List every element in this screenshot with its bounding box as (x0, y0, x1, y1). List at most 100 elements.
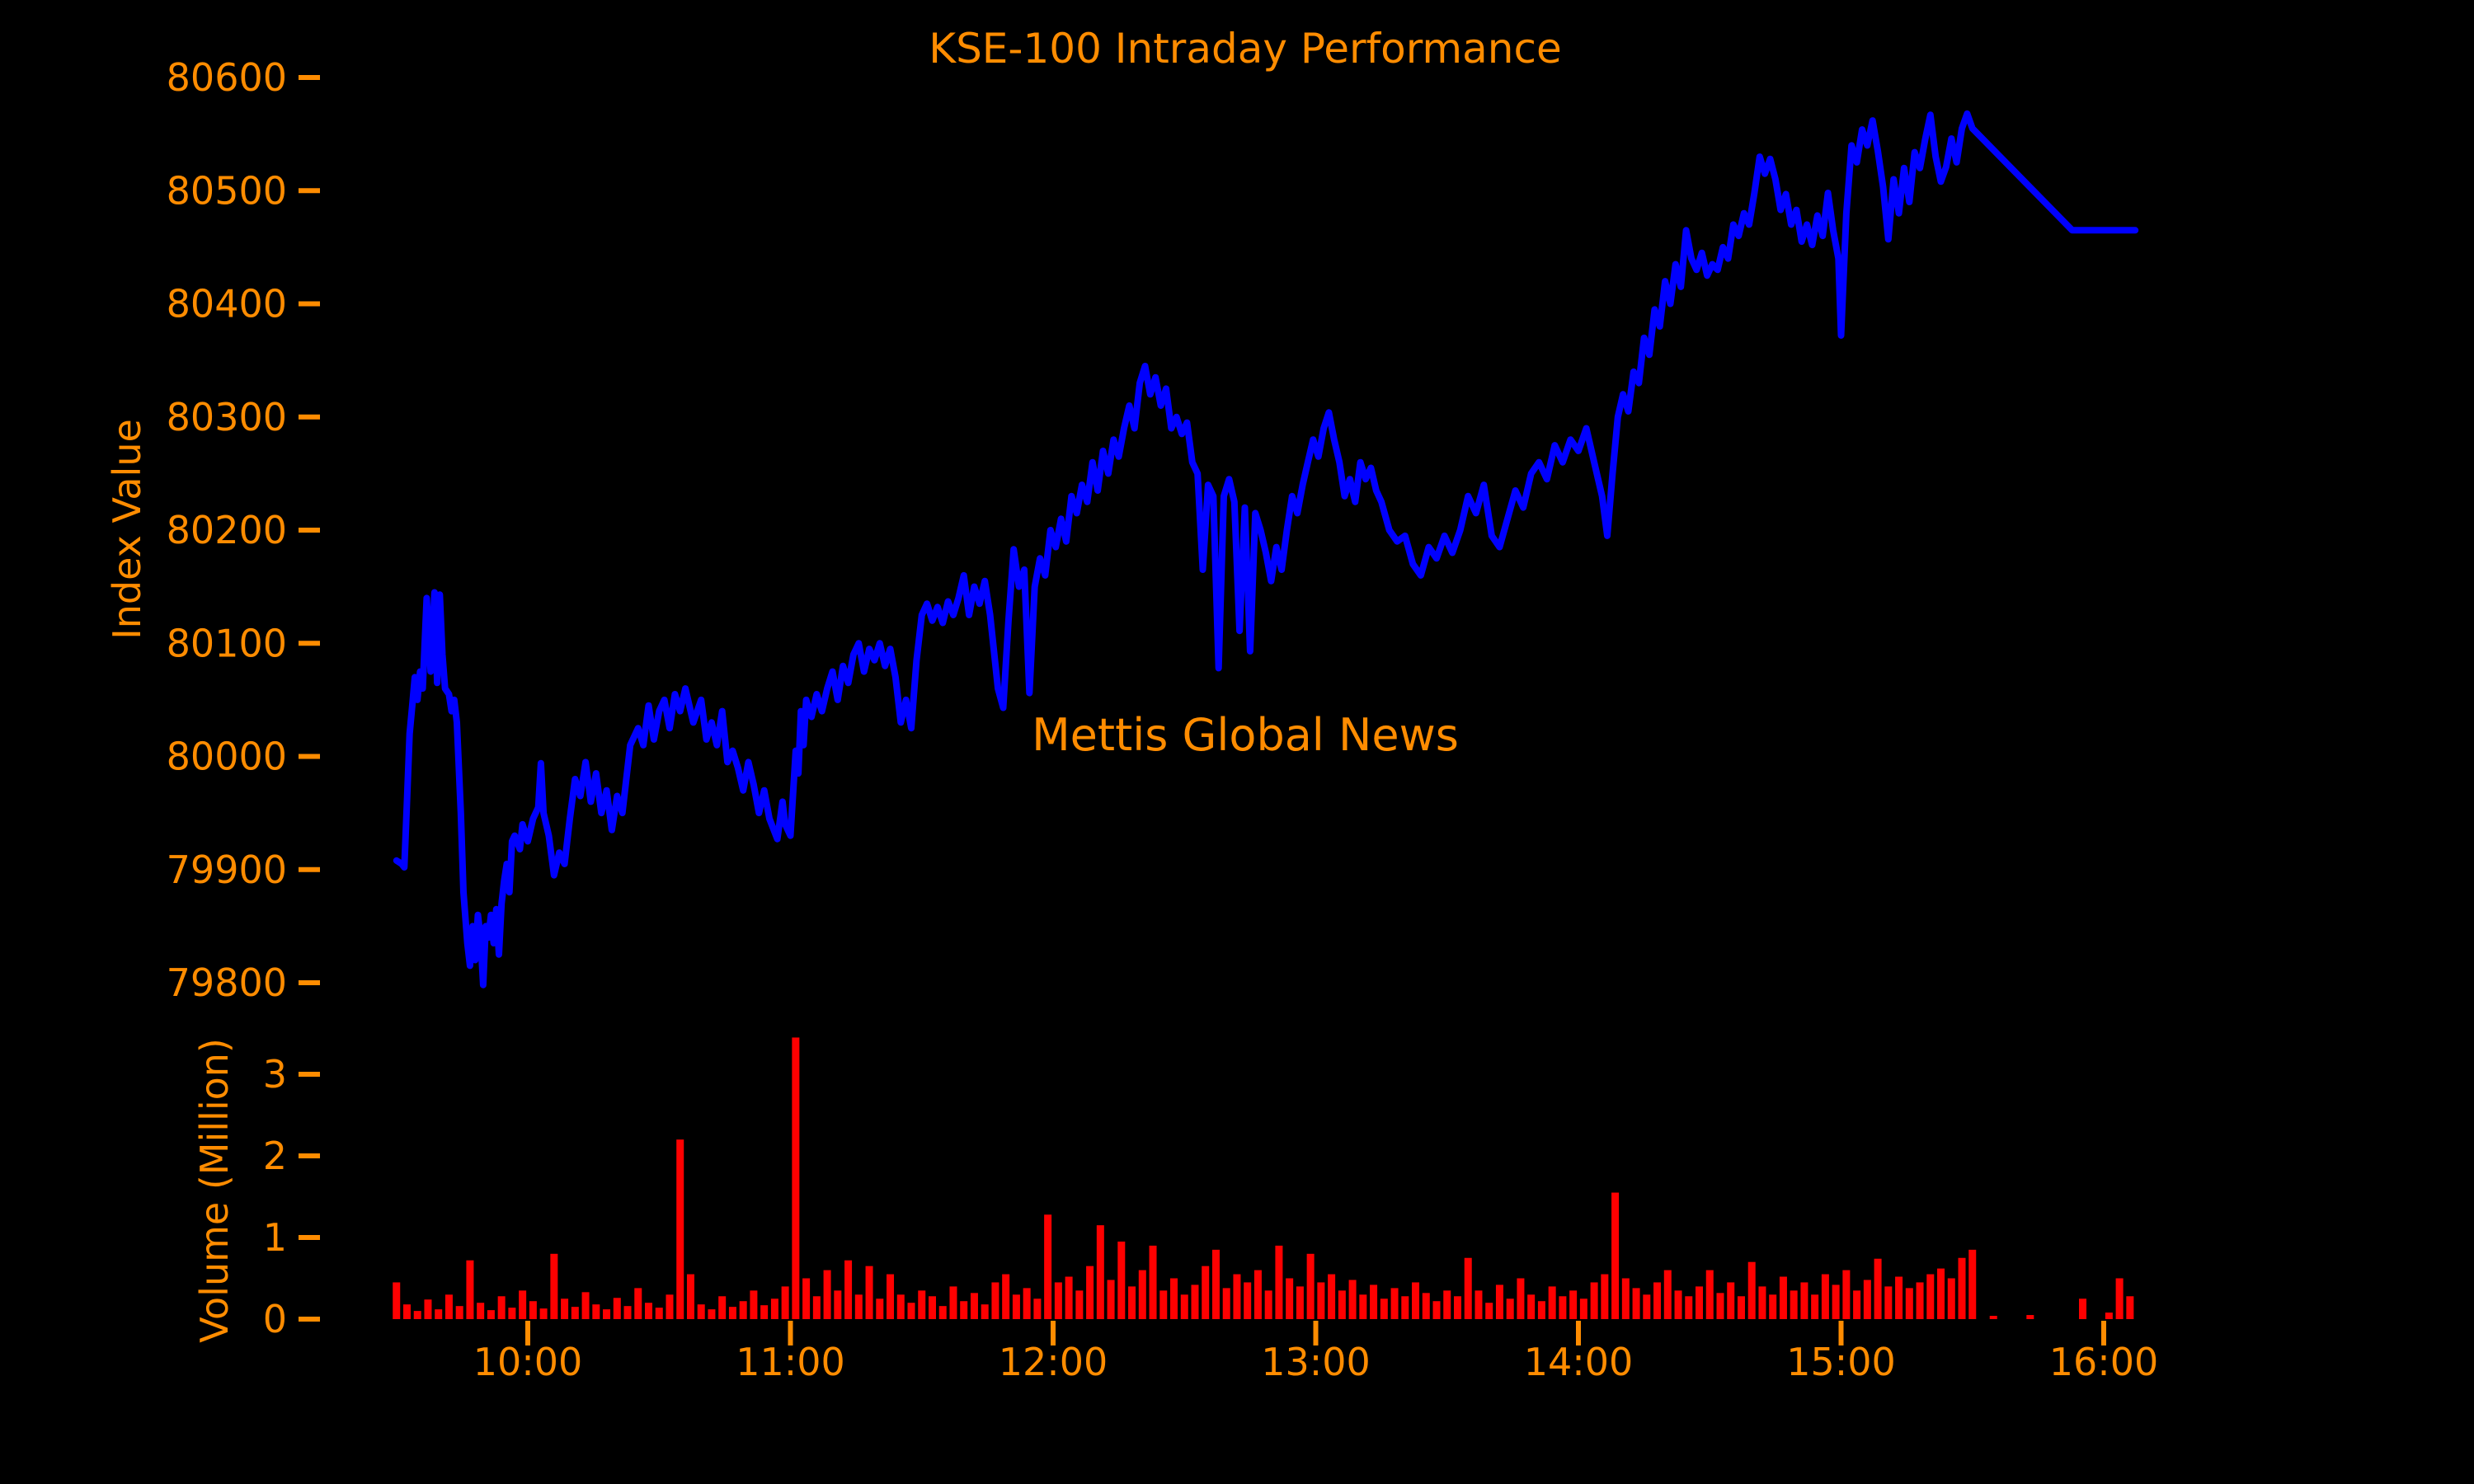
volume-y-tick-label: 1 (263, 1215, 287, 1260)
volume-bar (907, 1303, 915, 1319)
volume-bar (571, 1307, 579, 1319)
volume-y-tick-marks (299, 1072, 320, 1322)
volume-bar (1202, 1266, 1210, 1319)
index-y-tick-label: 79900 (167, 848, 287, 892)
volume-bar (1506, 1298, 1514, 1319)
volume-bar (697, 1304, 705, 1319)
volume-bar (1180, 1294, 1188, 1319)
volume-bar (876, 1298, 884, 1319)
volume-bar (1884, 1286, 1893, 1319)
index-y-tick-label: 80000 (167, 735, 287, 779)
volume-bar (1275, 1245, 1283, 1319)
index-y-tick-label: 80500 (167, 168, 287, 213)
index-y-tick-label: 80300 (167, 395, 287, 439)
time-x-tick-mark (1838, 1321, 1844, 1345)
volume-bar (854, 1294, 863, 1319)
volume-bar (1779, 1276, 1787, 1319)
volume-bar (1663, 1270, 1672, 1319)
volume-bar (991, 1282, 999, 1319)
volume-bar (1390, 1288, 1399, 1319)
index-y-tick-mark (299, 414, 320, 420)
volume-bar (561, 1298, 569, 1319)
volume-bar (1002, 1274, 1010, 1319)
volume-bar (802, 1278, 811, 1319)
volume-bar (1328, 1274, 1336, 1319)
volume-bar (1159, 1290, 1168, 1319)
volume-bar (812, 1296, 821, 1319)
volume-bar (1537, 1301, 1545, 1319)
time-x-tick-labels: 10:00 11:00 12:00 13:00 14:00 15:00 16:00 (473, 1340, 2159, 1384)
volume-bar (666, 1294, 674, 1319)
volume-bar (887, 1274, 895, 1319)
volume-bar (1842, 1270, 1851, 1319)
volume-bar (592, 1304, 600, 1319)
volume-bar (1517, 1278, 1525, 1319)
time-x-tick-label: 16:00 (2049, 1340, 2159, 1384)
volume-bar (1527, 1294, 1536, 1319)
volume-bar (708, 1309, 716, 1319)
volume-bar (1685, 1296, 1693, 1319)
volume-bar (1737, 1296, 1745, 1319)
time-x-tick-label: 11:00 (736, 1340, 845, 1384)
volume-bar (623, 1306, 632, 1319)
volume-bar (1170, 1278, 1178, 1319)
volume-bar (928, 1296, 936, 1319)
volume-bar (1958, 1257, 1966, 1319)
volume-y-tick-label: 2 (263, 1134, 287, 1178)
volume-bar (728, 1307, 736, 1319)
volume-bar (1874, 1258, 1882, 1319)
volume-bar (1475, 1290, 1483, 1319)
volume-bar (1611, 1192, 1620, 1319)
volume-bar (1401, 1296, 1409, 1319)
index-y-tick-labels: 80600 80500 80400 80300 80200 80100 80000 79900… (167, 55, 287, 1005)
volume-y-tick-label: 3 (263, 1052, 287, 1097)
volume-bar (1211, 1249, 1220, 1319)
volume-bar (1222, 1288, 1230, 1319)
volume-bar (1033, 1298, 1042, 1319)
volume-bar (981, 1304, 989, 1319)
volume-bar (435, 1309, 443, 1319)
volume-bar (1348, 1280, 1357, 1319)
time-x-tick-label: 14:00 (1524, 1340, 1634, 1384)
time-x-tick-label: 12:00 (999, 1340, 1108, 1384)
index-y-tick-label: 80400 (167, 282, 287, 326)
volume-bar (1065, 1276, 1073, 1319)
volume-bar (2105, 1313, 2113, 1319)
volume-y-tick-mark (299, 1072, 320, 1077)
volume-bar (1012, 1294, 1020, 1319)
volume-bar (2079, 1298, 2087, 1319)
volume-bar (1359, 1294, 1367, 1319)
volume-bar (918, 1290, 926, 1319)
volume-bar (960, 1301, 968, 1319)
volume-bar (1895, 1276, 1903, 1319)
volume-bar (1107, 1280, 1115, 1319)
volume-bar (1632, 1288, 1640, 1319)
volume-bar (1317, 1282, 1325, 1319)
volume-bar (1128, 1286, 1136, 1319)
volume-bar (1653, 1282, 1662, 1319)
volume-bar (1023, 1288, 1031, 1319)
volume-bar (676, 1139, 684, 1319)
time-x-tick-mark (2101, 1321, 2106, 1345)
volume-bar (1338, 1290, 1346, 1319)
volume-bar (455, 1306, 463, 1319)
volume-bar (603, 1309, 611, 1319)
volume-bar (1264, 1290, 1272, 1319)
volume-bar (2115, 1278, 2124, 1319)
volume-bar (1926, 1274, 1935, 1319)
time-x-tick-mark (1313, 1321, 1319, 1345)
volume-bar (1800, 1282, 1808, 1319)
volume-bar (1464, 1257, 1472, 1319)
volume-bar (938, 1306, 947, 1319)
volume-bar (1453, 1296, 1461, 1319)
volume-bar (1590, 1282, 1598, 1319)
volume-bar (1905, 1288, 1913, 1319)
volume-bar (1370, 1284, 1378, 1319)
volume-bar (1495, 1284, 1503, 1319)
index-y-tick-label: 80200 (167, 508, 287, 552)
volume-bar (1621, 1278, 1630, 1319)
watermark-text: Mettis Global News (1032, 709, 1459, 761)
volume-bar (949, 1286, 957, 1319)
volume-bar (1138, 1270, 1146, 1319)
time-x-tick-marks (525, 1321, 2106, 1345)
